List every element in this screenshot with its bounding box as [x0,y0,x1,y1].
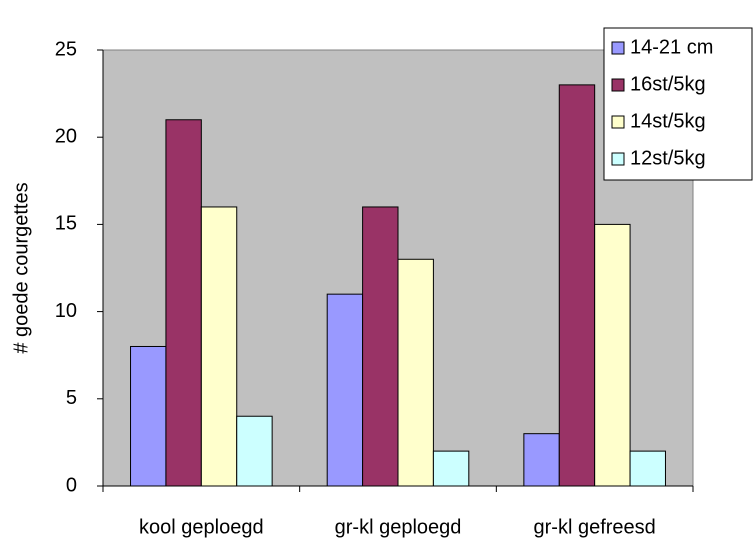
bar [432,450,470,487]
legend-swatch [611,78,625,92]
bar [165,119,202,487]
x-tick-label: kool geploegd [139,516,264,538]
y-tick-label: 20 [55,125,77,147]
y-tick-label: 25 [55,38,77,60]
bar [558,84,596,487]
bar [397,258,434,487]
bar [236,415,273,487]
legend-swatch [611,152,625,166]
y-tick-label: 5 [66,387,77,409]
legend-swatch [611,115,625,129]
bar [362,206,399,487]
legend-swatch [611,41,625,55]
y-tick-label: 0 [66,474,77,496]
y-axis-label: # goede courgettes [10,182,32,353]
bar [629,450,666,487]
y-tick-label: 15 [55,213,77,235]
y-tick-label: 10 [55,300,77,322]
legend-label: 16st/5kg [630,73,706,95]
bar [523,433,560,487]
x-tick-label: gr-kl geploegd [335,516,462,538]
legend-label: 14-21 cm [630,36,713,58]
bar [200,206,238,487]
bar [130,345,167,487]
bar [326,293,364,487]
x-tick-label: gr-kl gefreesd [534,516,656,538]
legend-box [603,27,753,181]
bar [594,223,631,487]
legend-label: 12st/5kg [630,147,706,169]
legend-label: 14st/5kg [630,110,706,132]
